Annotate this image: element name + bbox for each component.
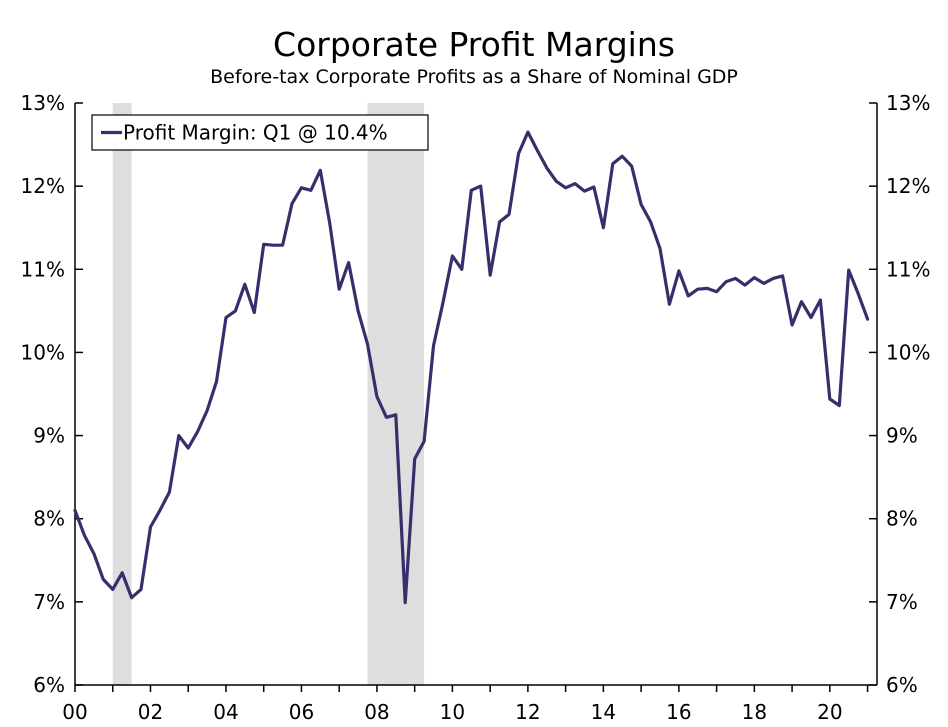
y-tick-label-left: 13% [21, 91, 65, 115]
y-tick-label-right: 7% [886, 590, 918, 614]
y-tick-label-right: 11% [886, 257, 930, 281]
y-tick-label-left: 12% [21, 174, 65, 198]
x-tick-label: 08 [364, 700, 389, 724]
y-tick-label-left: 10% [21, 340, 65, 364]
series-lines [73, 130, 870, 605]
axes: 6% 6% 7% 7% 8% 8% 9% 9% 10% 10% 11% 11% 12% 12% 13% 13%… [21, 91, 931, 724]
y-tick-label-right: 6% [886, 673, 918, 697]
chart-subtitle: Before-tax Corporate Profits as a Share … [210, 66, 738, 88]
y-tick-label-left: 11% [21, 257, 65, 281]
y-tick-label-right: 10% [886, 340, 930, 364]
x-tick-label: 06 [289, 700, 314, 724]
x-tick-label: 16 [666, 700, 691, 724]
y-tick-label-right: 13% [886, 91, 930, 115]
y-tick-label-right: 9% [886, 424, 918, 448]
legend-box [91, 114, 429, 151]
y-tick-label-left: 8% [33, 507, 65, 531]
x-tick-label: 02 [138, 700, 163, 724]
x-tick-label: 18 [742, 700, 767, 724]
x-tick-label: 10 [440, 700, 465, 724]
legend: Profit Margin: Q1 @ 10.4% [91, 114, 429, 151]
recession-band-0 [112, 103, 132, 685]
y-tick-label-right: 8% [886, 507, 918, 531]
x-tick-label: 00 [62, 700, 87, 724]
y-tick-label-left: 7% [33, 590, 65, 614]
x-tick-label: 12 [515, 700, 540, 724]
x-tick-label: 04 [213, 700, 238, 724]
x-tick-label: 20 [817, 700, 842, 724]
series-line-0 [73, 130, 870, 605]
y-tick-label-right: 12% [886, 174, 930, 198]
chart-title: Corporate Profit Margins [273, 25, 675, 64]
y-tick-label-left: 9% [33, 424, 65, 448]
x-tick-label: 14 [591, 700, 616, 724]
y-tick-label-left: 6% [33, 673, 65, 697]
legend-label: Profit Margin: Q1 @ 10.4% [123, 121, 388, 145]
